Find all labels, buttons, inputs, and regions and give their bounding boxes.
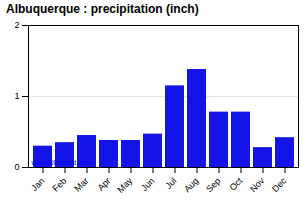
svg-text:Jul: Jul xyxy=(163,176,178,191)
svg-text:Sep: Sep xyxy=(204,176,222,194)
svg-text:Nov: Nov xyxy=(248,175,267,194)
svg-text:Mar: Mar xyxy=(72,176,90,194)
svg-text:Jan: Jan xyxy=(29,176,46,193)
html-text:Albuquerque : precipitation (i: Albuquerque : precipitation (inch) xyxy=(6,2,199,16)
svg-text:1: 1 xyxy=(14,91,19,101)
svg-text:May: May xyxy=(115,175,134,194)
svg-text:2: 2 xyxy=(14,20,19,30)
svg-text:Oct: Oct xyxy=(227,175,244,192)
svg-text:Aug: Aug xyxy=(182,176,200,194)
svg-text:www.allmetsat.com: www.allmetsat.com xyxy=(31,159,92,166)
svg-text:Apr: Apr xyxy=(95,176,112,193)
svg-text:0: 0 xyxy=(14,162,19,172)
svg-text:Jun: Jun xyxy=(139,176,156,193)
svg-text:Feb: Feb xyxy=(50,176,68,194)
svg-text:Dec: Dec xyxy=(270,175,289,194)
